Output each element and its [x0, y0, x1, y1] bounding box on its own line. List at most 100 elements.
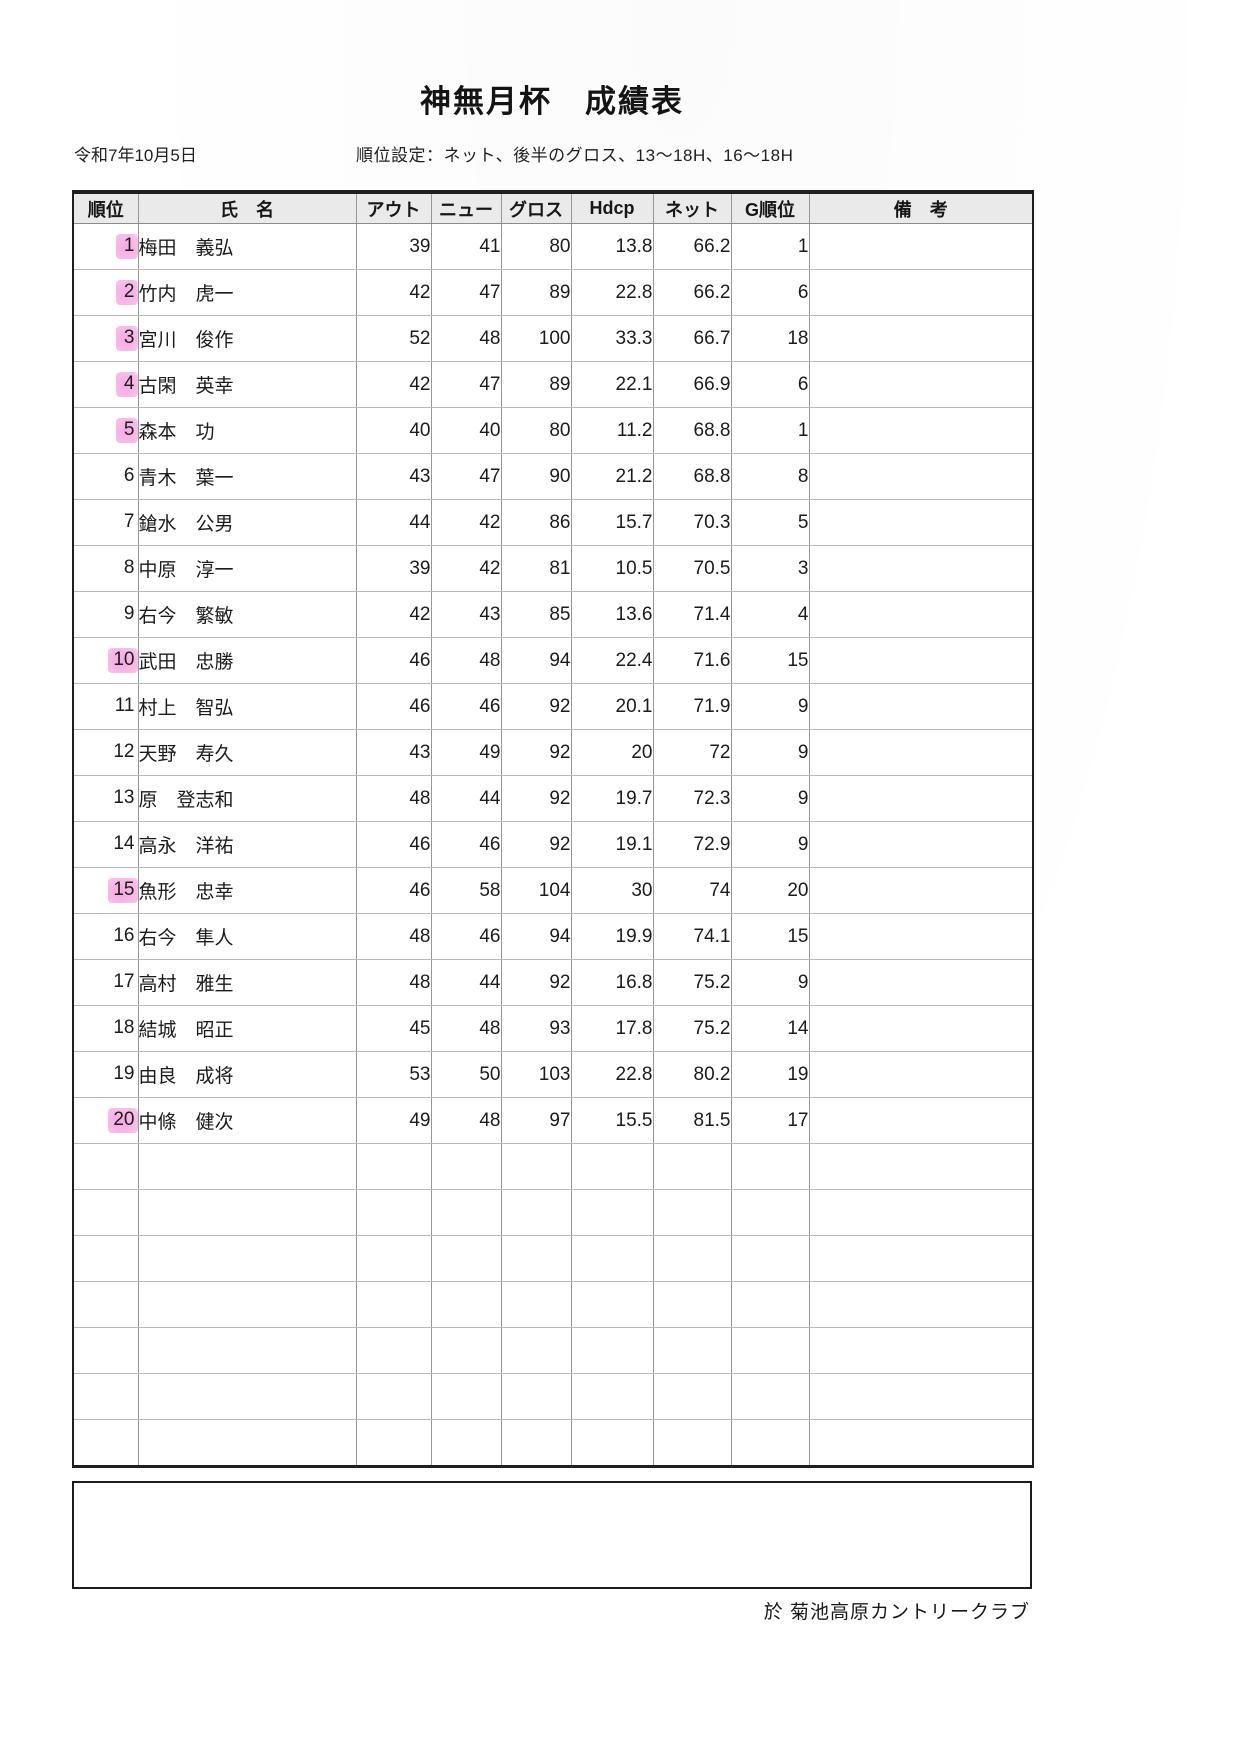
net-score	[652, 1143, 732, 1190]
ranking-settings: 順位設定：ネット、後半のグロス、13～18H、16～18H	[356, 146, 794, 165]
gross-rank: 1	[730, 223, 810, 270]
remarks-cell	[808, 683, 1034, 730]
venue-note: 於 菊池高原カントリークラブ	[763, 1602, 1030, 1623]
rank-cell: 13	[72, 775, 139, 822]
in-score: 48	[430, 315, 502, 362]
net-score	[652, 1281, 732, 1328]
table-row	[72, 1189, 1034, 1236]
rank-value: 19	[113, 1063, 135, 1084]
rank-cell: 11	[72, 683, 139, 730]
net-score: 70.5	[652, 545, 732, 592]
rank-cell: 20	[72, 1097, 139, 1144]
gross-score: 90	[500, 453, 572, 500]
rank-value: 5	[115, 418, 137, 443]
col-header-remarks: 備 考	[808, 191, 1034, 224]
player-name: 梅田 義弘	[137, 223, 357, 270]
gross-rank: 9	[730, 959, 810, 1006]
hdcp-value: 33.3	[570, 315, 654, 362]
remarks-cell	[808, 223, 1034, 270]
in-score: 44	[430, 775, 502, 822]
out-score: 46	[355, 867, 432, 914]
player-name	[137, 1373, 357, 1420]
out-score	[355, 1327, 432, 1374]
player-name: 結城 昭正	[137, 1005, 357, 1052]
summary-box	[72, 1481, 1032, 1589]
hdcp-value: 21.2	[570, 453, 654, 500]
gross-score: 104	[500, 867, 572, 914]
gross-rank	[730, 1189, 810, 1236]
remarks-cell	[808, 407, 1034, 454]
in-score: 46	[430, 821, 502, 868]
gross-score: 103	[500, 1051, 572, 1098]
player-name: 鎗水 公男	[137, 499, 357, 546]
net-score: 74.1	[652, 913, 732, 960]
rank-cell: 6	[72, 453, 139, 500]
in-score	[430, 1327, 502, 1374]
player-name	[137, 1189, 357, 1236]
player-name	[137, 1143, 357, 1190]
event-date: 令和7年10月5日	[74, 146, 197, 165]
gross-rank: 6	[730, 269, 810, 316]
hdcp-value: 20	[570, 729, 654, 776]
player-name: 右今 繁敏	[137, 591, 357, 638]
hdcp-value	[570, 1235, 654, 1282]
player-name: 原 登志和	[137, 775, 357, 822]
rank-cell: 12	[72, 729, 139, 776]
hdcp-value: 22.1	[570, 361, 654, 408]
rank-value	[116, 1445, 138, 1448]
col-header-hdcp: Hdcp	[570, 191, 654, 224]
table-row: 18 結城 昭正 45 48 93 17.8 75.2 14	[72, 1005, 1034, 1052]
gross-score	[500, 1281, 572, 1328]
net-score: 66.2	[652, 223, 732, 270]
net-score: 81.5	[652, 1097, 732, 1144]
in-score: 40	[430, 407, 502, 454]
gross-score: 80	[500, 223, 572, 270]
col-header-name: 氏 名	[137, 191, 357, 224]
player-name	[137, 1235, 357, 1282]
net-score	[652, 1373, 732, 1420]
rank-value: 18	[113, 1017, 135, 1038]
out-score: 46	[355, 683, 432, 730]
rank-cell: 14	[72, 821, 139, 868]
rank-cell: 10	[72, 637, 139, 684]
in-score: 49	[430, 729, 502, 776]
rank-value	[116, 1307, 138, 1310]
remarks-cell	[808, 1419, 1034, 1467]
net-score: 70.3	[652, 499, 732, 546]
table-row	[72, 1373, 1034, 1420]
rank-cell: 19	[72, 1051, 139, 1098]
remarks-cell	[808, 1097, 1034, 1144]
player-name: 武田 忠勝	[137, 637, 357, 684]
hdcp-value: 16.8	[570, 959, 654, 1006]
gross-rank	[730, 1419, 810, 1467]
gross-rank: 9	[730, 729, 810, 776]
out-score: 39	[355, 545, 432, 592]
rank-cell: 1	[72, 223, 139, 270]
table-row: 17 高村 雅生 48 44 92 16.8 75.2 9	[72, 959, 1034, 1006]
hdcp-value: 11.2	[570, 407, 654, 454]
gross-score: 97	[500, 1097, 572, 1144]
rank-value: 6	[123, 465, 135, 486]
gross-score: 89	[500, 361, 572, 408]
rank-cell: 15	[72, 867, 139, 914]
rank-value: 8	[123, 557, 135, 578]
table-row: 4 古閑 英幸 42 47 89 22.1 66.9 6	[72, 361, 1034, 408]
net-score: 71.9	[652, 683, 732, 730]
hdcp-value	[570, 1189, 654, 1236]
hdcp-value: 19.7	[570, 775, 654, 822]
rank-value: 17	[113, 971, 135, 992]
rank-value: 15	[108, 878, 137, 903]
remarks-cell	[808, 361, 1034, 408]
in-score: 48	[430, 1097, 502, 1144]
gross-score: 94	[500, 913, 572, 960]
table-row: 16 右今 隼人 48 46 94 19.9 74.1 15	[72, 913, 1034, 960]
rank-value: 1	[115, 234, 137, 259]
rank-cell	[72, 1235, 139, 1282]
rank-value: 10	[108, 648, 137, 673]
hdcp-value	[570, 1419, 654, 1467]
net-score: 66.7	[652, 315, 732, 362]
out-score	[355, 1235, 432, 1282]
table-row: 11 村上 智弘 46 46 92 20.1 71.9 9	[72, 683, 1034, 730]
hdcp-value	[570, 1281, 654, 1328]
